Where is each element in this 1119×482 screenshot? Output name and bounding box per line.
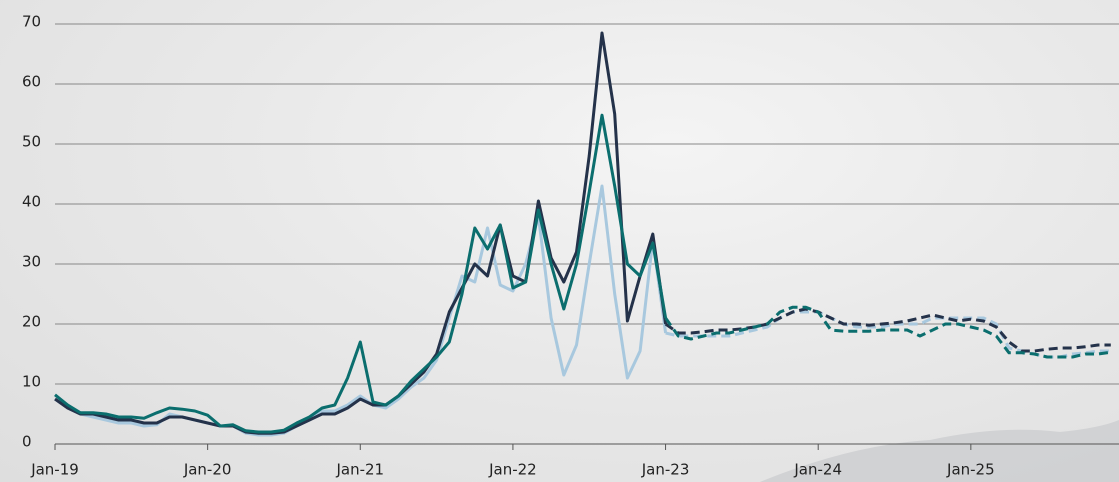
y-tick-label: 70 — [22, 13, 41, 31]
x-tick-label: Jan-21 — [335, 461, 384, 479]
chart: 0 10 20 30 40 50 60 70 Jan-19 Jan-20 Jan-21 Jan-22 J… — [0, 0, 1119, 482]
series-line — [666, 309, 1111, 351]
series-line — [55, 33, 666, 433]
series-line — [666, 312, 1111, 357]
y-tick-label: 20 — [22, 313, 41, 331]
x-tick-label: Jan-19 — [30, 461, 79, 479]
x-tick-label: Jan-23 — [641, 461, 690, 479]
y-tick-label: 0 — [22, 433, 32, 451]
y-tick-label: 10 — [22, 373, 41, 391]
x-tick-label: Jan-25 — [946, 461, 995, 479]
y-tick-label: 60 — [22, 73, 41, 91]
x-tick-label: Jan-24 — [793, 461, 842, 479]
y-tick-label: 50 — [22, 133, 41, 151]
y-tick-label: 30 — [22, 253, 41, 271]
chart-page: 0 10 20 30 40 50 60 70 Jan-19 Jan-20 Jan-21 Jan-22 J… — [0, 0, 1119, 482]
series-line — [666, 307, 1111, 357]
x-tick-label: Jan-22 — [488, 461, 537, 479]
y-tick-label: 40 — [22, 193, 41, 211]
x-tick-label: Jan-20 — [183, 461, 232, 479]
